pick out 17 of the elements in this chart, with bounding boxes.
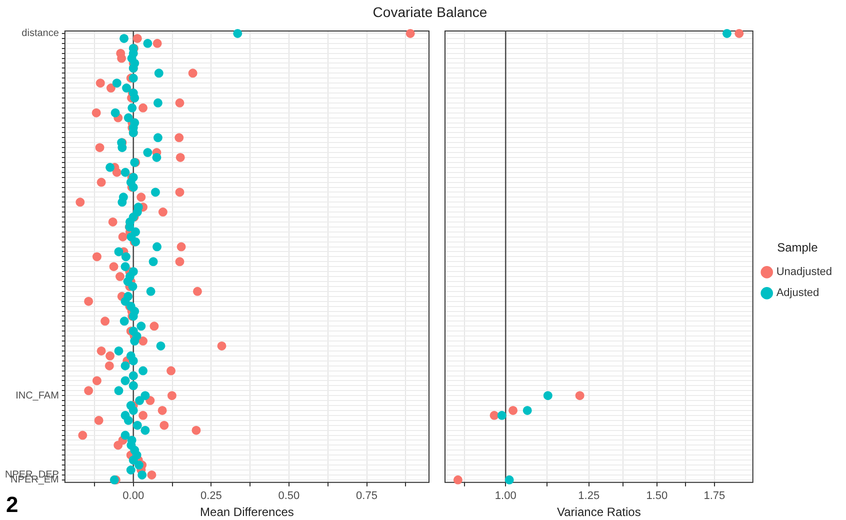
x-axis-title: Mean Differences bbox=[200, 505, 294, 520]
chart-title: Covariate Balance bbox=[372, 4, 488, 20]
legend-label: Adjusted bbox=[776, 287, 820, 300]
x-axis-title: Variance Ratios bbox=[557, 505, 641, 520]
x-tick-label: 0.25 bbox=[200, 490, 222, 502]
x-tick-label: 0.75 bbox=[356, 490, 378, 502]
x-tick-label: 1.50 bbox=[646, 490, 668, 502]
x-tick-label: 0.50 bbox=[278, 490, 300, 502]
x-tick-label: 0.00 bbox=[122, 490, 144, 502]
x-tick-label: 1.25 bbox=[578, 490, 600, 502]
x-tick-label: 1.75 bbox=[704, 490, 726, 502]
text: 2 bbox=[6, 492, 18, 518]
y-tick-label: distance bbox=[22, 28, 60, 40]
x-tick-label: 1.00 bbox=[494, 490, 516, 502]
y-tick-label: INC_FAM bbox=[16, 390, 59, 402]
legend-label: Unadjusted bbox=[776, 266, 832, 278]
legend-title: Sample bbox=[777, 240, 818, 255]
